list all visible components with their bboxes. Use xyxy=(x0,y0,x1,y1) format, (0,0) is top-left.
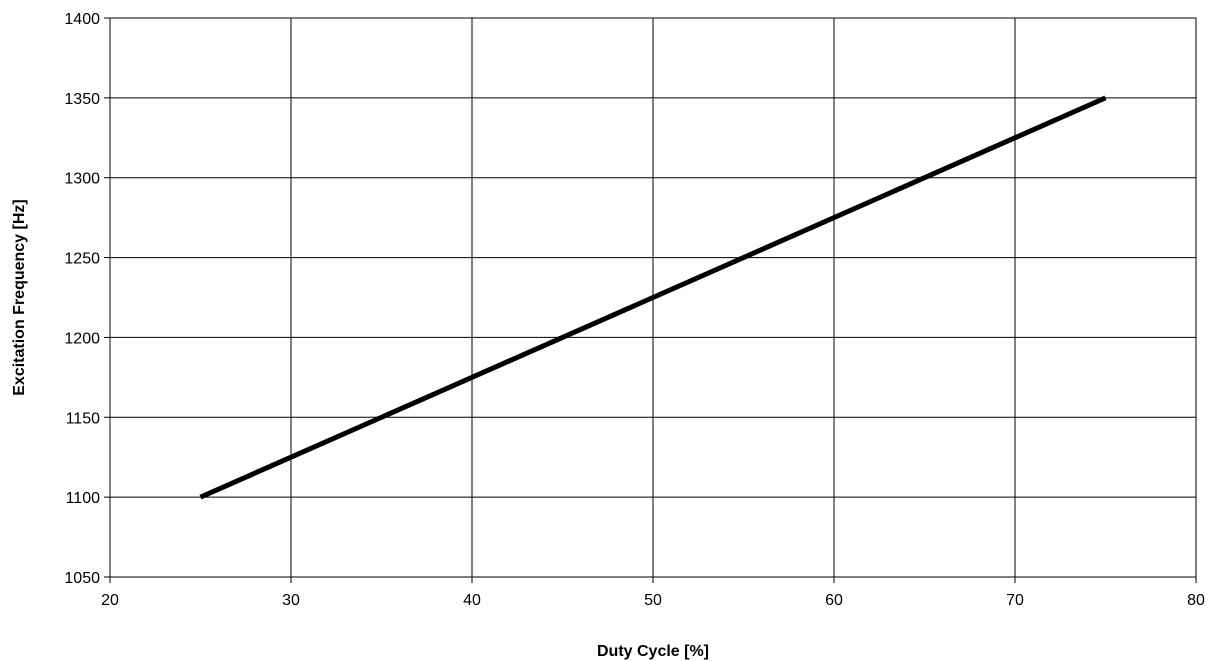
x-axis-title: Duty Cycle [%] xyxy=(597,643,709,660)
grid xyxy=(109,17,1197,578)
x-tick-label: 60 xyxy=(825,592,843,609)
y-axis-title: Excitation Frequency [Hz] xyxy=(11,199,28,395)
x-tick-label: 70 xyxy=(1006,592,1024,609)
y-tick-label: 1300 xyxy=(64,171,100,188)
y-tick-label: 1050 xyxy=(64,570,100,587)
x-axis-ticks: 20 30 40 50 60 70 80 xyxy=(101,577,1205,609)
y-axis-ticks: 1050 1100 1150 1200 1250 1300 1350 1400 xyxy=(64,11,110,587)
y-tick-label: 1200 xyxy=(64,330,100,347)
x-tick-label: 30 xyxy=(282,592,300,609)
y-tick-label: 1400 xyxy=(64,11,100,28)
y-tick-label: 1100 xyxy=(66,490,101,507)
series-line xyxy=(199,95,1107,500)
series-group xyxy=(199,95,1107,500)
x-tick-label: 20 xyxy=(101,592,119,609)
x-tick-label: 50 xyxy=(644,592,662,609)
y-tick-label: 1350 xyxy=(64,91,100,108)
x-tick-label: 80 xyxy=(1187,592,1205,609)
y-tick-label: 1150 xyxy=(66,410,101,427)
y-tick-label: 1250 xyxy=(64,251,100,268)
x-tick-label: 40 xyxy=(463,592,481,609)
